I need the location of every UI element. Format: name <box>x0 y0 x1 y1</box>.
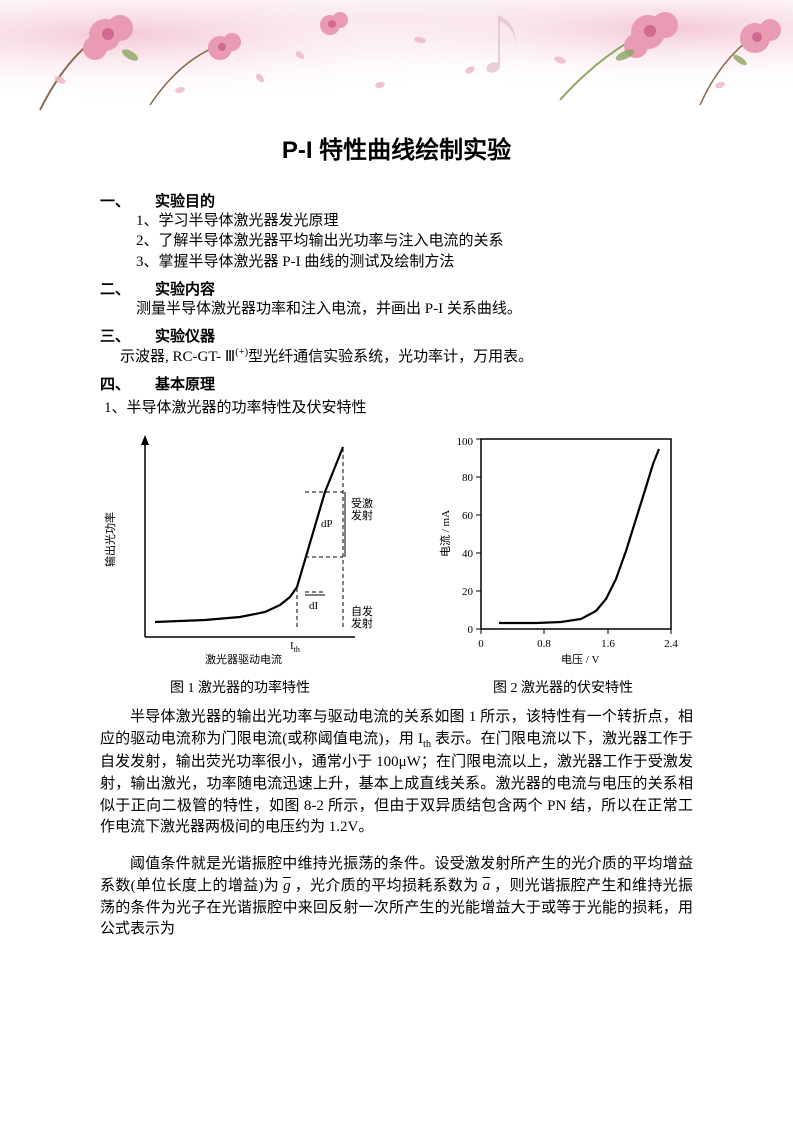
chart-1-dI-label: dI <box>309 600 319 612</box>
chart-2-xlabel: 电压 / V <box>561 653 600 666</box>
chart-1-caption: 图 1 激光器的功率特性 <box>100 677 380 697</box>
section-1-title: 实验目的 <box>155 194 215 210</box>
chart-1-ylabel: 输出光功率 <box>103 512 117 567</box>
body-paragraph-1: 半导体激光器的输出光功率与驱动电流的关系如图 1 所示，该特性有一个转折点，相应… <box>100 707 693 839</box>
section-4-heading: 四、基本原理 <box>100 373 693 394</box>
p2-g: g <box>283 878 291 894</box>
section-1-num: 一、 <box>100 190 155 211</box>
section-3-title: 实验仪器 <box>155 329 215 345</box>
chart-2-xtick-3: 2.4 <box>664 638 678 650</box>
chart-2-ytick-4: 80 <box>462 472 474 484</box>
section-1-heading: 一、实验目的 <box>100 190 693 211</box>
section-4-title: 基本原理 <box>155 377 215 393</box>
section-3-text: 示波器, RC-GT- Ⅲ(+)型光纤通信实验系统，光功率计，万用表。 <box>120 346 693 367</box>
chart-2-xtick-0: 0 <box>478 638 484 650</box>
chart-2-ytick-5: 100 <box>457 436 474 448</box>
p2-b: ，光介质的平均损耗系数为 <box>291 878 483 894</box>
chart-2-caption: 图 2 激光器的伏安特性 <box>433 677 693 697</box>
chart-2-ylabel: 电流 / mA <box>438 510 452 557</box>
section-2-title: 实验内容 <box>155 282 215 298</box>
section-4-num: 四、 <box>100 373 155 394</box>
chart-1: dP dI 受激发射 自发发射 Ith 激光器驱动电流 输出光功率 图 1 激光… <box>100 427 380 697</box>
chart-1-ith-label: Ith <box>290 640 300 654</box>
chart-2-xtick-2: 1.6 <box>601 638 615 650</box>
chart-2-ytick-0: 0 <box>468 624 474 636</box>
section-2-num: 二、 <box>100 278 155 299</box>
section-1-item-3: 3、掌握半导体激光器 P-I 曲线的测试及绘制方法 <box>136 252 693 272</box>
section-2-heading: 二、实验内容 <box>100 278 693 299</box>
chart-1-curve <box>155 447 343 622</box>
section-2-text: 测量半导体激光器功率和注入电流，并画出 P-I 关系曲线。 <box>136 299 693 319</box>
p2-a2: a <box>483 878 491 894</box>
chart-2-ytick-3: 60 <box>462 510 474 522</box>
document-body: P-I 特性曲线绘制实验 一、实验目的 1、学习半导体激光器发光原理 2、了解半… <box>100 100 693 956</box>
chart-2-ytick-2: 40 <box>462 548 474 560</box>
chart-1-xlabel: 激光器驱动电流 <box>205 652 282 666</box>
body-paragraph-2: 阈值条件就是光谐振腔中维持光振荡的条件。设受激发射所产生的光介质的平均增益系数(… <box>100 854 693 941</box>
chart-1-dP-label: dP <box>321 518 333 530</box>
chart-2-curve <box>499 449 659 623</box>
section-1-item-2: 2、了解半导体激光器平均输出光功率与注入电流的关系 <box>136 231 693 251</box>
chart-2: 0 20 40 60 80 100 0 <box>433 427 693 697</box>
charts-row: dP dI 受激发射 自发发射 Ith 激光器驱动电流 输出光功率 图 1 激光… <box>100 427 693 697</box>
chart-2-ytick-1: 20 <box>462 586 474 598</box>
chart-2-xtick-1: 0.8 <box>537 638 551 650</box>
section-3-num: 三、 <box>100 325 155 346</box>
page-title: P-I 特性曲线绘制实验 <box>100 130 693 165</box>
chart-1-stim-label: 受激发射 <box>351 496 373 522</box>
section-4-sub1: 1、半导体激光器的功率特性及伏安特性 <box>104 396 693 417</box>
chart-1-spon-label: 自发发射 <box>351 604 373 630</box>
section-1-item-1: 1、学习半导体激光器发光原理 <box>136 211 693 231</box>
section-3-heading: 三、实验仪器 <box>100 325 693 346</box>
decorative-header <box>0 0 793 115</box>
